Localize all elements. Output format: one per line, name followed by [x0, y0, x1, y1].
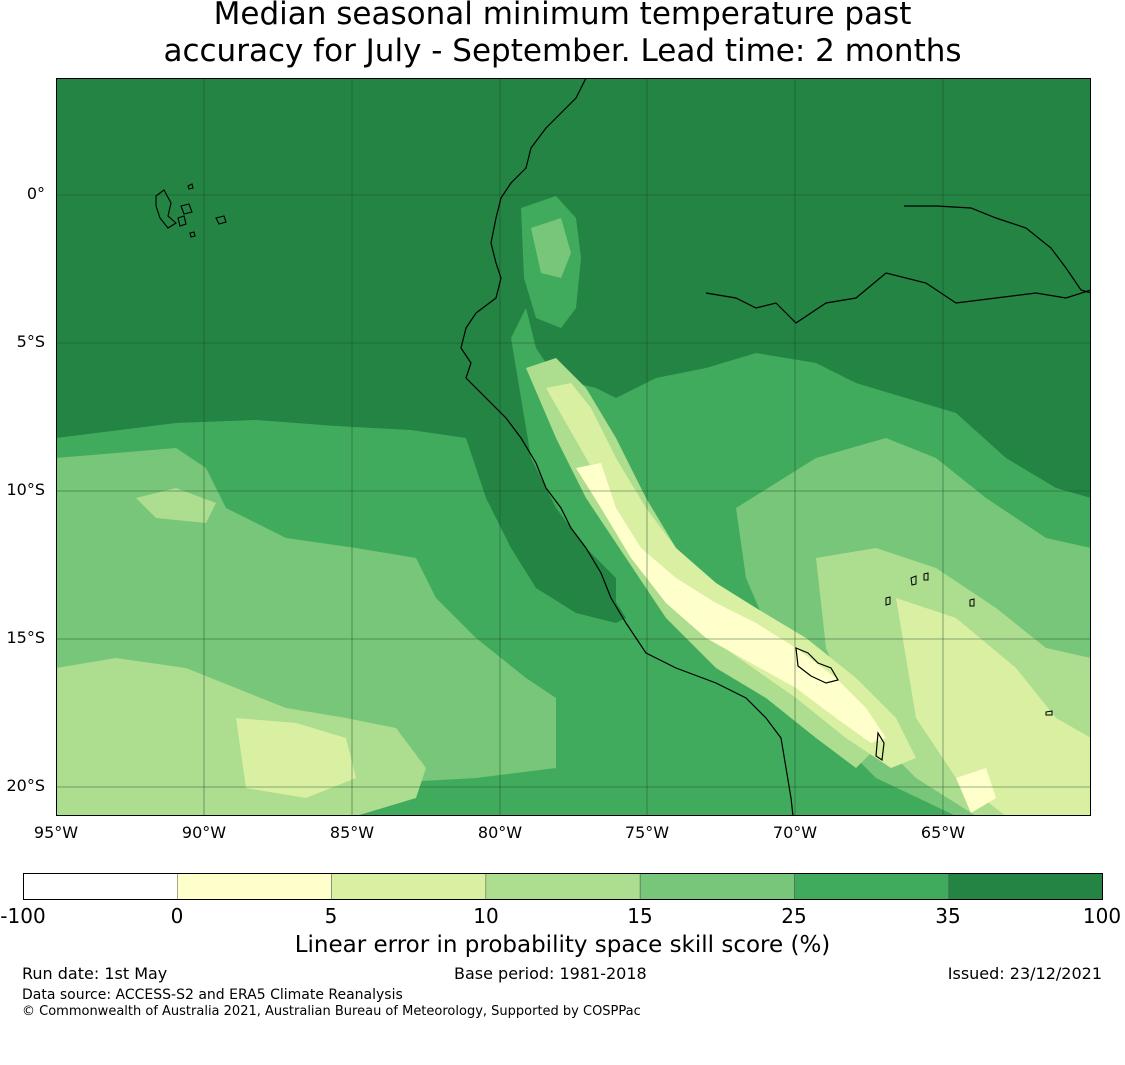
san-cristobal-island — [215, 215, 227, 225]
colorbar-tick-25: 25 — [781, 904, 807, 928]
lon-label-90w: 90°W — [181, 823, 227, 842]
colorbar-cell-5 — [794, 873, 949, 900]
small-lakes — [885, 572, 1053, 716]
region-5-10-east — [896, 598, 1091, 816]
colorbar-cell-6 — [948, 873, 1103, 900]
title-line-2: accuracy for July - September. Lead time… — [163, 33, 962, 69]
lat-label-15s: 15°S — [6, 628, 45, 647]
data-source: Data source: ACCESS-S2 and ERA5 Climate … — [22, 987, 403, 1003]
region-coastal-dark — [466, 438, 626, 623]
colorbar-tick-100: 100 — [1082, 904, 1122, 928]
poopo-lake — [875, 731, 885, 762]
colorbar-tick-15: 15 — [627, 904, 653, 928]
lon-label-80w: 80°W — [477, 823, 523, 842]
colorbar-tick-5: 5 — [324, 904, 338, 928]
region-10-15-w — [136, 488, 216, 523]
colorbar-cell-0 — [23, 873, 178, 900]
lake-titicaca — [795, 647, 839, 684]
region-0-5 — [576, 463, 886, 743]
colorbar-cell-3 — [485, 873, 641, 900]
colorbar — [23, 873, 1103, 900]
issued-date: Issued: 23/12/2021 — [947, 964, 1102, 983]
skill-score-map — [56, 78, 1091, 816]
colorbar-cell-4 — [639, 873, 795, 900]
title-line-1: Median seasonal minimum temperature past — [213, 0, 912, 32]
map-frame — [56, 78, 1091, 816]
colorbar-tick-35: 35 — [935, 904, 961, 928]
galapagos-islands — [155, 183, 227, 238]
genovesa-island — [187, 183, 194, 190]
lon-label-70w: 70°W — [772, 823, 818, 842]
region-5-10-sw — [236, 718, 356, 798]
lon-label-65w: 65°W — [920, 823, 966, 842]
region-0-5-east — [956, 768, 996, 813]
south-america-coastline — [460, 78, 794, 816]
espanola-island — [189, 231, 196, 238]
fernandina-island — [177, 215, 187, 227]
colorbar-label: Linear error in probability space skill … — [294, 932, 831, 958]
lat-label-10s: 10°S — [6, 480, 45, 499]
lat-label-20s: 20°S — [6, 776, 45, 795]
base-period: Base period: 1981-2018 — [454, 964, 647, 983]
colorbar-tick-0: 0 — [170, 904, 184, 928]
lat-label-0: 0° — [26, 184, 45, 203]
coastlines — [460, 78, 1091, 816]
isabela-island — [155, 189, 177, 229]
run-date: Run date: 1st May — [22, 964, 168, 983]
copyright: © Commonwealth of Australia 2021, Austra… — [22, 1004, 641, 1019]
colorbar-cell-1 — [177, 873, 332, 900]
colorbar-tick-10: 10 — [473, 904, 499, 928]
lon-label-75w: 75°W — [624, 823, 670, 842]
lon-label-85w: 85°W — [329, 823, 375, 842]
lon-label-95w: 95°W — [33, 823, 79, 842]
map-title: Median seasonal minimum temperature past… — [0, 0, 1125, 70]
amazon-river — [705, 272, 1091, 324]
region-15-25-north — [531, 218, 571, 278]
amazon-river-north — [904, 205, 1091, 294]
colorbar-tick-minus100: -100 — [0, 904, 46, 928]
santa-cruz-island — [180, 203, 193, 215]
lat-label-5s: 5°S — [16, 332, 45, 351]
colorbar-cell-2 — [331, 873, 487, 900]
